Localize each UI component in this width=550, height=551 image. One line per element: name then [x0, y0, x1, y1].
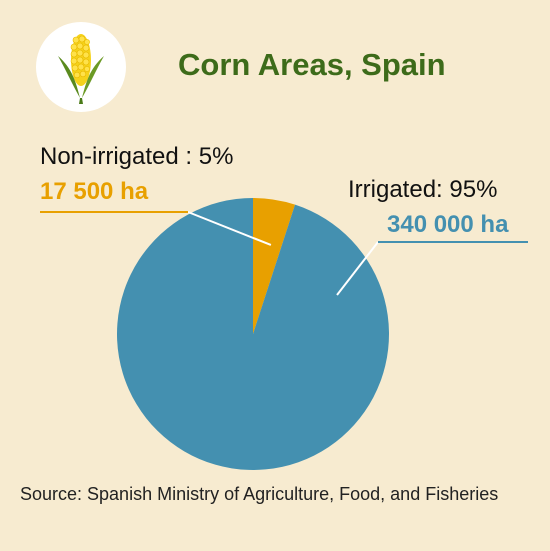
non-irrigated-value-label: 17 500 ha [40, 178, 149, 205]
corn-icon [58, 34, 104, 104]
source-note: Source: Spanish Ministry of Agriculture,… [20, 484, 499, 504]
leader-line-non-irrigated [187, 211, 272, 246]
leader-line-irrigated [336, 241, 379, 296]
non-irrigated-label: Non-irrigated : 5% [40, 143, 234, 170]
chart-title: Corn Areas, Spain [178, 47, 446, 82]
irrigated-value-label: 340 000 ha [387, 211, 509, 238]
irrigated-label: Irrigated: 95% [348, 176, 498, 203]
logo [36, 22, 126, 112]
pie-slice-non-irrigated [253, 198, 296, 334]
pie-slice-irrigated [116, 198, 389, 470]
